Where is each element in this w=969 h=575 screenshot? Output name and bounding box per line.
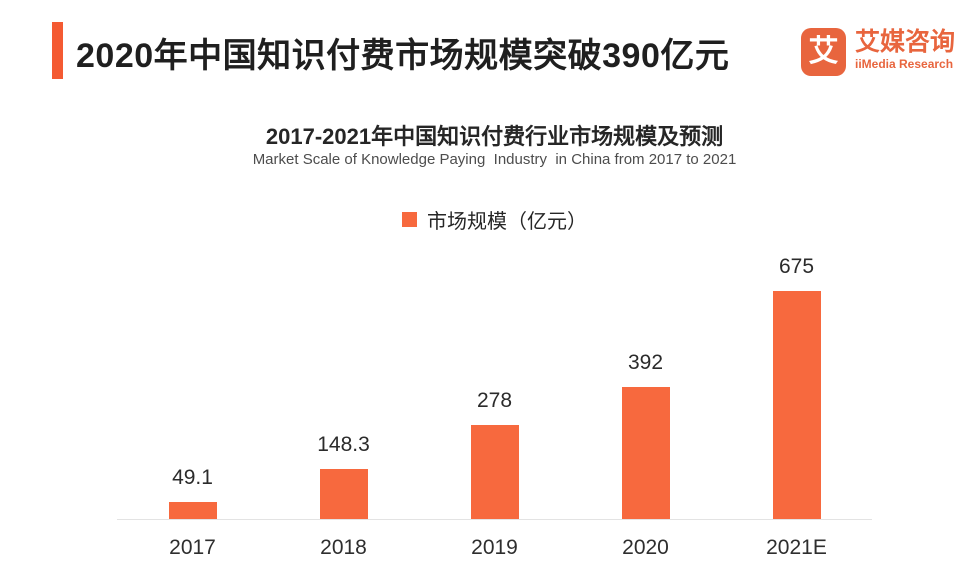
bar [470,425,519,519]
bar-value-label: 49.1 [172,466,213,489]
x-axis-label: 2018 [320,536,367,559]
bar [319,469,368,519]
iimedia-logo-icon: 艾 [801,28,846,76]
logo-icon-glyph: 艾 [808,35,839,68]
bar-column: 675 [721,255,872,519]
x-axis-label: 2019 [471,536,518,559]
logo-text-block: 艾媒咨询 iiMedia Research [855,27,955,71]
x-axis-line [117,519,872,520]
bar-value-label: 278 [476,389,513,412]
bar [168,502,217,519]
legend-label: 市场规模（亿元） [427,211,587,233]
logo-name-cn: 艾媒咨询 [855,28,956,56]
legend-swatch-icon [402,212,417,227]
chart-subtitle: Market Scale of Knowledge Paying Industr… [252,151,737,168]
x-axis-labels-row: 2017 2018 2019 2020 2021E [117,520,872,560]
bar-column: 49.1 [117,466,268,519]
logo-name-en: iiMedia Research [855,57,954,71]
bars-row: 49.1 148.3 278 392 675 [117,250,872,519]
bar-column: 148.3 [268,433,419,519]
iimedia-logo: 艾 艾媒咨询 iiMedia Research [801,27,969,79]
title-accent-bar [52,22,63,79]
page-title: 2020年中国知识付费市场规模突破390亿元 [76,37,730,75]
bar [621,387,670,519]
bar-chart-plot: 49.1 148.3 278 392 675 2017 2018 2019 2020 2021E [117,250,872,560]
bar-value-label: 148.3 [317,433,370,456]
chart-title: 2017-2021年中国知识付费行业市场规模及预测 [265,124,724,149]
x-axis-label: 2021E [766,536,827,559]
bar-value-label: 392 [627,351,664,374]
bar-column: 278 [419,389,570,519]
bar-column: 392 [570,351,721,519]
bar-value-label: 675 [778,255,815,278]
x-axis-label: 2020 [622,536,669,559]
x-axis-label: 2017 [169,536,216,559]
bar [772,291,821,519]
legend: 市场规模（亿元） [117,205,872,234]
